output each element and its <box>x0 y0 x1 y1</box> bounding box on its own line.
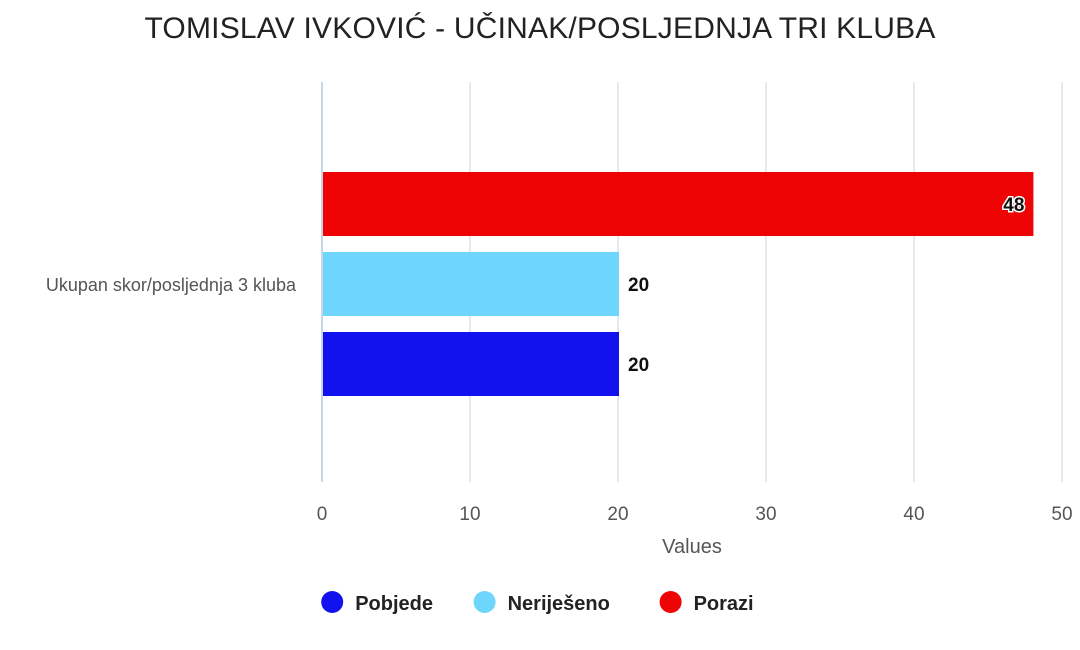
data-label: 20 <box>628 275 649 296</box>
legend-marker <box>659 591 682 613</box>
legend-marker <box>473 591 496 613</box>
legend-label: Neriješeno <box>508 593 610 615</box>
x-tick-label: 50 <box>1051 504 1072 525</box>
x-tick-label: 0 <box>317 504 328 525</box>
category-label: Ukupan skor/posljednja 3 kluba <box>46 275 297 295</box>
x-tick-label: 40 <box>903 504 924 525</box>
legend-marker <box>321 591 344 613</box>
data-label: 48 <box>1003 195 1024 216</box>
legend-item-porazi[interactable]: Porazi <box>659 591 754 615</box>
x-axis-title: Values <box>662 536 722 558</box>
data-label: 20 <box>628 355 649 376</box>
x-tick-label: 20 <box>607 504 628 525</box>
bar-porazi <box>323 172 1034 236</box>
x-tick-label: 30 <box>755 504 776 525</box>
legend-item-nerije-eno[interactable]: Neriješeno <box>473 591 610 615</box>
x-tick-label: 10 <box>459 504 480 525</box>
legend-item-pobjede[interactable]: Pobjede <box>321 591 433 615</box>
legend-label: Porazi <box>694 593 754 615</box>
bar-pobjede <box>323 332 619 396</box>
chart-title: TOMISLAV IVKOVIĆ - UČINAK/POSLJEDNJA TRI… <box>144 12 936 45</box>
legend-label: Pobjede <box>355 593 433 615</box>
bar-nerije-eno <box>323 252 619 316</box>
